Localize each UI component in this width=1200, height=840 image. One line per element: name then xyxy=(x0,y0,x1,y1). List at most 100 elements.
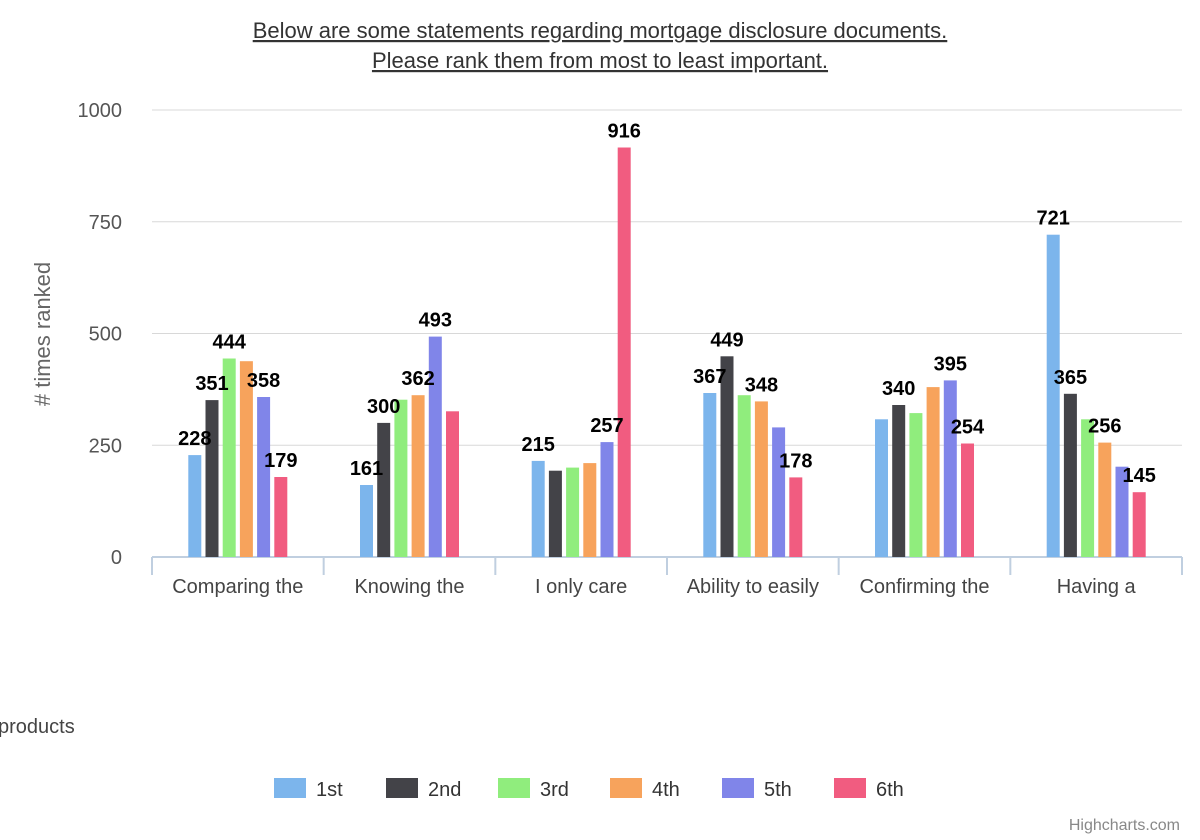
bar-6th-comparing-the[interactable] xyxy=(274,477,288,557)
data-label: 395 xyxy=(934,353,967,375)
data-label: 449 xyxy=(710,329,743,351)
bar-4th-confirming-the[interactable] xyxy=(926,387,940,557)
data-label: 145 xyxy=(1123,465,1156,487)
x-axis: Comparing the Knowing the I only care Abili… xyxy=(151,556,1183,598)
bar-4th-knowing-the[interactable] xyxy=(411,395,425,557)
data-label: 178 xyxy=(779,450,812,472)
bar-3rd-i-only-care[interactable] xyxy=(566,467,580,557)
bar-6th-confirming-the[interactable] xyxy=(961,443,974,558)
legend-item-5th[interactable]: 5th xyxy=(722,778,792,801)
data-label: 721 xyxy=(1037,208,1070,230)
bar-4th-ability-to-easily[interactable] xyxy=(754,401,768,557)
bar-3rd-ability-to-easily[interactable] xyxy=(737,395,751,557)
x-tick-label: Ability to easily xyxy=(687,576,819,598)
bar-5th-ability-to-easily[interactable] xyxy=(772,427,786,557)
bar-6th-ability-to-easily[interactable] xyxy=(789,477,803,557)
y-tick-label: 500 xyxy=(89,324,122,346)
bar-3rd-having-a[interactable] xyxy=(1081,419,1095,557)
data-label: 367 xyxy=(693,366,726,388)
bar-1st-comparing-the[interactable] xyxy=(188,455,202,557)
data-label: 493 xyxy=(419,310,452,332)
data-label: 916 xyxy=(608,121,641,143)
legend-label: 3rd xyxy=(540,779,569,801)
y-tick-label: 250 xyxy=(89,435,122,457)
data-label: 161 xyxy=(350,458,383,480)
bar-6th-i-only-care[interactable] xyxy=(617,147,631,558)
data-label: 254 xyxy=(951,417,985,439)
bar-5th-i-only-care[interactable] xyxy=(600,442,614,557)
legend-swatch xyxy=(722,778,754,798)
data-label: 444 xyxy=(213,332,247,354)
data-label: 300 xyxy=(367,396,400,418)
legend-label: 4th xyxy=(652,779,680,801)
bar-1st-i-only-care[interactable] xyxy=(531,460,545,557)
bar-4th-i-only-care[interactable] xyxy=(583,463,597,557)
legend-swatch xyxy=(498,778,530,798)
bar-2nd-having-a[interactable] xyxy=(1063,393,1077,557)
overflow-labels: products xyxy=(0,716,75,738)
bar-3rd-comparing-the[interactable] xyxy=(222,358,236,558)
legend-item-1st[interactable]: 1st xyxy=(274,778,343,801)
bar-2nd-ability-to-easily[interactable] xyxy=(720,356,734,557)
data-label: 257 xyxy=(590,415,623,437)
legend-item-2nd[interactable]: 2nd xyxy=(386,778,461,801)
data-label: 348 xyxy=(745,374,778,396)
bar-6th-knowing-the[interactable] xyxy=(446,411,459,557)
legend-label: 1st xyxy=(316,779,343,801)
bar-1st-knowing-the[interactable] xyxy=(360,485,373,557)
credits-link[interactable]: Highcharts.com xyxy=(1069,817,1180,834)
x-tick-label: Confirming the xyxy=(859,576,989,598)
overflow-label: products xyxy=(0,716,75,738)
y-tick-label: 0 xyxy=(111,547,122,569)
data-label: 351 xyxy=(195,373,228,395)
y-axis-title: # times ranked xyxy=(30,262,55,406)
legend-item-6th[interactable]: 6th xyxy=(834,778,904,801)
data-label: 228 xyxy=(178,428,211,450)
legend-label: 5th xyxy=(764,779,792,801)
legend-swatch xyxy=(834,778,866,798)
bar-2nd-confirming-the[interactable] xyxy=(892,405,906,557)
bar-2nd-comparing-the[interactable] xyxy=(205,400,219,557)
x-tick-label: I only care xyxy=(535,576,627,598)
grid xyxy=(152,109,1182,446)
legend-item-4th[interactable]: 4th xyxy=(610,778,680,801)
bar-3rd-knowing-the[interactable] xyxy=(394,399,408,557)
bar-1st-having-a[interactable] xyxy=(1046,234,1060,557)
bar-1st-ability-to-easily[interactable] xyxy=(703,393,717,557)
legend-label: 2nd xyxy=(428,779,461,801)
bar-2nd-i-only-care[interactable] xyxy=(548,470,562,557)
data-labels: 228 161 215 367 721 351 300 449 340 365 444 362 348 2… xyxy=(178,121,1156,488)
data-label: 362 xyxy=(401,368,434,390)
x-tick-label: Comparing the xyxy=(172,576,303,598)
legend-label: 6th xyxy=(876,779,904,801)
bar-1st-confirming-the[interactable] xyxy=(875,419,888,557)
y-tick-label: 1000 xyxy=(78,100,123,122)
legend: 1st 2nd 3rd 4th 5th 6th xyxy=(274,778,904,801)
legend-item-3rd[interactable]: 3rd xyxy=(498,778,569,801)
bar-4th-having-a[interactable] xyxy=(1098,442,1112,557)
bar-5th-knowing-the[interactable] xyxy=(428,336,442,557)
data-label: 365 xyxy=(1054,367,1087,389)
bar-5th-having-a[interactable] xyxy=(1115,466,1129,557)
x-tick-label: Knowing the xyxy=(354,576,464,598)
chart-subtitle: Please rank them from most to least impo… xyxy=(372,48,828,73)
bar-6th-having-a[interactable] xyxy=(1132,492,1146,557)
bar-3rd-confirming-the[interactable] xyxy=(909,413,923,557)
data-label: 340 xyxy=(882,378,915,400)
bar-4th-comparing-the[interactable] xyxy=(239,361,253,557)
y-tick-label: 750 xyxy=(89,212,122,234)
legend-swatch xyxy=(610,778,642,798)
bar-5th-confirming-the[interactable] xyxy=(943,380,957,557)
bar-5th-comparing-the[interactable] xyxy=(257,397,271,557)
data-label: 256 xyxy=(1088,416,1121,438)
x-tick-label: Having a xyxy=(1057,576,1137,598)
legend-swatch xyxy=(386,778,418,798)
data-label: 358 xyxy=(247,370,280,392)
bars xyxy=(188,147,1146,558)
chart-title: Below are some statements regarding mort… xyxy=(253,18,948,43)
data-label: 179 xyxy=(264,450,297,472)
legend-swatch xyxy=(274,778,306,798)
data-label: 215 xyxy=(522,434,555,456)
bar-2nd-knowing-the[interactable] xyxy=(377,422,391,557)
